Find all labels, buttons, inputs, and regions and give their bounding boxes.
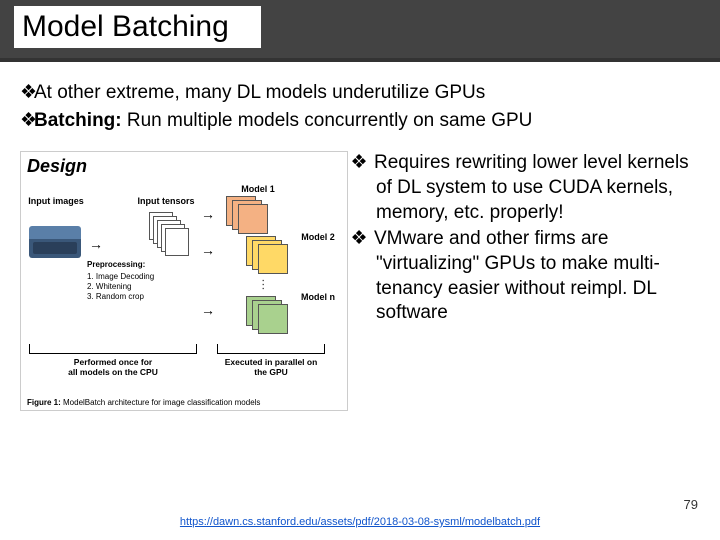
modeln-icon — [246, 296, 296, 336]
label-preprocessing: Preprocessing: — [87, 260, 145, 269]
bullet-bold: Batching: — [34, 110, 122, 131]
diagram-title: Design — [27, 156, 87, 177]
bullet-top-1: ❖ At other extreme, many DL models under… — [20, 80, 700, 106]
label-model2: Model 2 — [291, 232, 345, 242]
dots-icon: ⋯ — [257, 279, 271, 292]
design-diagram: Design Input images Input tensors → Prep… — [20, 151, 348, 411]
label-model1: Model 1 — [231, 184, 285, 194]
tensor-stack-icon — [149, 212, 187, 260]
label-pp2: 2. Whitening — [87, 282, 131, 291]
diagram-canvas: Design Input images Input tensors → Prep… — [20, 151, 348, 411]
bracket-left-label: Performed once forall models on the CPU — [29, 358, 197, 378]
model1-icon — [226, 196, 276, 236]
car-image-icon — [29, 226, 81, 258]
label-modeln: Model n — [291, 292, 345, 302]
model2-icon — [246, 236, 296, 276]
arrow-icon: → — [201, 206, 215, 222]
slide-title: Model Batching — [14, 6, 261, 48]
label-pp1: 1. Image Decoding — [87, 272, 154, 281]
page-number: 79 — [684, 497, 698, 512]
label-pp3: 3. Random crop — [87, 292, 144, 301]
bracket-left — [29, 344, 197, 354]
arrow-icon: → — [89, 236, 103, 252]
bullet-marker: ❖ — [20, 108, 34, 134]
bullet-right-1: ❖ Requires rewriting lower level kernels… — [360, 151, 700, 225]
header-bar: Model Batching — [0, 0, 720, 62]
bullet-marker: ❖ — [360, 151, 374, 176]
bullet-text: Run multiple models concurrently on same… — [122, 110, 533, 131]
bullet-marker: ❖ — [360, 227, 374, 252]
bullet-marker: ❖ — [20, 80, 34, 106]
bullet-top-2: ❖ Batching: Run multiple models concurre… — [20, 108, 700, 134]
bullet-text: Requires rewriting lower level kernels o… — [374, 152, 689, 222]
bracket-right-label: Executed in parallel onthe GPU — [211, 358, 331, 378]
bullet-text: At other extreme, many DL models underut… — [34, 82, 485, 103]
bullet-text: VMware and other firms are "virtualizing… — [374, 228, 660, 323]
bullet-right-2: ❖ VMware and other firms are "virtualizi… — [360, 227, 700, 326]
arrow-icon: → — [201, 302, 215, 318]
figure-caption: Figure 1: ModelBatch architecture for im… — [27, 398, 260, 407]
right-bullets: ❖ Requires rewriting lower level kernels… — [360, 151, 700, 411]
arrow-icon: → — [201, 242, 215, 258]
footer-link[interactable]: https://dawn.cs.stanford.edu/assets/pdf/… — [0, 516, 720, 528]
two-column-layout: Design Input images Input tensors → Prep… — [20, 151, 700, 411]
source-link[interactable]: https://dawn.cs.stanford.edu/assets/pdf/… — [180, 516, 540, 528]
label-input-tensors: Input tensors — [137, 196, 195, 206]
label-input-images: Input images — [27, 196, 85, 206]
bracket-right — [217, 344, 325, 354]
content-area: ❖ At other extreme, many DL models under… — [0, 62, 720, 411]
